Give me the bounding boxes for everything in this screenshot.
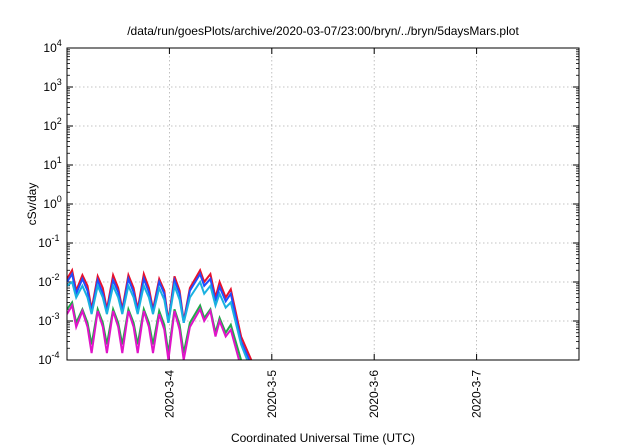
x-axis-label: Coordinated Universal Time (UTC) — [231, 431, 415, 445]
series-line-3 — [67, 279, 249, 360]
x-tick-label: 2020-3-6 — [367, 370, 381, 418]
y-tick-exponent: 1 — [57, 155, 62, 165]
y-tick-base: 10 — [38, 236, 52, 250]
y-tick-label: 100 — [43, 194, 61, 211]
x-axis: 2020-3-4 2020-3-5 2020-3-6 2020-3-7 — [162, 48, 484, 418]
y-tick-exponent: 0 — [57, 194, 62, 204]
y-tick-exponent: 3 — [57, 77, 62, 87]
y-axis-label: cSv/day — [25, 183, 39, 226]
y-tick-exponent: -2 — [52, 272, 60, 282]
y-tick-exponent: -3 — [52, 311, 60, 321]
x-tick-label: 2020-3-7 — [470, 370, 484, 418]
y-tick-label: 102 — [43, 116, 61, 133]
y-tick-base: 10 — [43, 80, 57, 94]
y-tick-label: 101 — [43, 155, 61, 172]
y-tick-label: 10-2 — [38, 272, 59, 289]
y-tick-label: 104 — [43, 38, 61, 55]
y-tick-label: 10-3 — [38, 311, 59, 328]
y-tick-base: 10 — [43, 197, 57, 211]
y-tick-base: 10 — [38, 353, 52, 367]
x-tick-label: 2020-3-5 — [265, 370, 279, 418]
plot-frame — [66, 47, 580, 361]
y-tick-base: 10 — [38, 314, 52, 328]
y-tick-exponent: 4 — [57, 38, 62, 48]
y-tick-exponent: 2 — [57, 116, 62, 126]
y-tick-exponent: -4 — [52, 350, 60, 360]
y-tick-base: 10 — [38, 275, 52, 289]
series-group — [67, 267, 253, 360]
y-tick-base: 10 — [43, 119, 57, 133]
y-tick-label: 10-1 — [38, 233, 59, 250]
x-tick-label: 2020-3-4 — [162, 370, 176, 418]
series-line-5 — [67, 302, 240, 360]
y-tick-exponent: -1 — [52, 233, 60, 243]
y-tick-base: 10 — [43, 158, 57, 172]
y-tick-base: 10 — [43, 41, 57, 55]
chart-title: /data/run/goesPlots/archive/2020-03-07/2… — [127, 24, 519, 38]
y-tick-label: 103 — [43, 77, 61, 94]
y-tick-label: 10-4 — [38, 350, 59, 367]
